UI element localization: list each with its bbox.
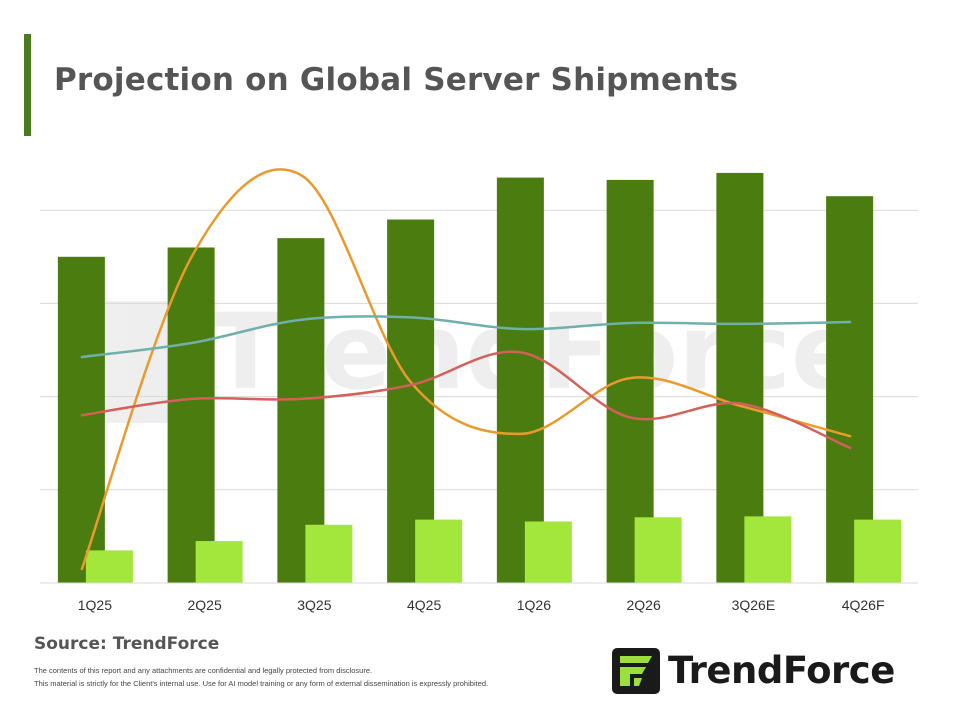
- x-tick-label: 4Q25: [407, 597, 441, 613]
- bar-3q26e-s1: [716, 172, 764, 584]
- x-tick-label: 4Q26F: [842, 597, 885, 613]
- x-tick-label: 2Q26: [627, 597, 661, 613]
- bar-1q26-s2: [524, 521, 572, 583]
- bar-1q25-s2: [85, 550, 133, 583]
- x-tick-label: 1Q26: [517, 597, 551, 613]
- bar-3q26e-s2: [744, 516, 792, 583]
- disclaimer-line-1: The contents of this report and any atta…: [34, 666, 373, 675]
- x-tick-label: 2Q25: [188, 597, 222, 613]
- bar-3q25-s2: [305, 524, 353, 583]
- bar-1q26-s1: [496, 177, 544, 583]
- bar-4q26f-s2: [854, 519, 902, 583]
- logo-text: TrendForce: [668, 649, 895, 692]
- source-label: Source: TrendForce: [34, 634, 220, 654]
- x-tick-label: 1Q25: [78, 597, 112, 613]
- bar-1q25-s1: [57, 256, 105, 583]
- x-tick-label: 3Q25: [297, 597, 331, 613]
- bar-2q26-s2: [634, 517, 682, 583]
- x-tick-label: 3Q26E: [732, 597, 776, 613]
- line-series-1: [80, 168, 852, 571]
- line-series-2: [80, 315, 852, 359]
- bar-2q25-s1: [167, 247, 215, 584]
- page-title: Projection on Global Server Shipments: [54, 62, 739, 98]
- title-accent-bar: [24, 34, 31, 136]
- trendforce-logo: TrendForce: [612, 648, 932, 694]
- trendforce-logo-icon: [612, 648, 660, 694]
- bar-4q25-s2: [415, 519, 463, 583]
- bar-2q25-s2: [195, 541, 243, 583]
- bar-4q26f-s1: [826, 196, 874, 583]
- line-series-3: [80, 350, 852, 450]
- disclaimer-line-2: This material is strictly for the Client…: [34, 679, 489, 688]
